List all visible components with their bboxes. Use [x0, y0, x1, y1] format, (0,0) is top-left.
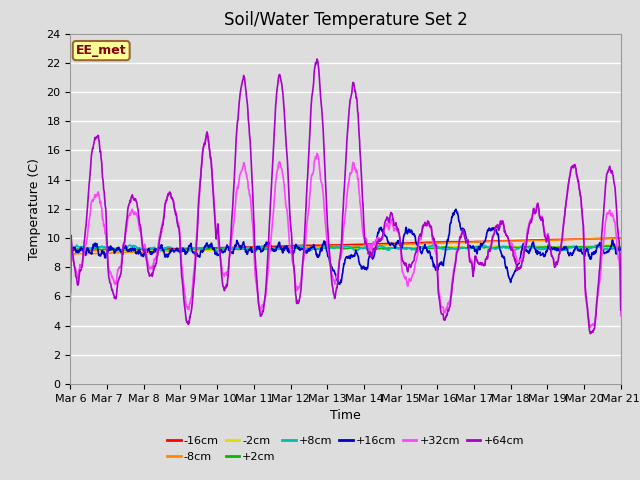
+8cm	[252, 249, 259, 254]
+16cm	[504, 268, 511, 274]
+64cm	[617, 307, 625, 313]
-8cm	[503, 238, 511, 244]
Text: EE_met: EE_met	[76, 44, 127, 57]
Line: -16cm: -16cm	[70, 238, 621, 251]
-2cm	[176, 247, 184, 252]
+32cm	[67, 299, 74, 304]
Title: Soil/Water Temperature Set 2: Soil/Water Temperature Set 2	[224, 11, 467, 29]
+16cm	[189, 250, 196, 255]
+16cm	[552, 246, 560, 252]
-16cm	[250, 244, 258, 250]
+8cm	[432, 244, 440, 250]
+64cm	[587, 331, 595, 336]
Line: +2cm: +2cm	[70, 246, 621, 251]
X-axis label: Time: Time	[330, 409, 361, 422]
+32cm	[203, 129, 211, 135]
+16cm	[67, 247, 74, 253]
+8cm	[617, 246, 625, 252]
+8cm	[213, 249, 221, 255]
Legend: -16cm, -8cm, -2cm, +2cm, +8cm, +16cm, +32cm, +64cm: -16cm, -8cm, -2cm, +2cm, +8cm, +16cm, +3…	[163, 432, 529, 466]
Line: -8cm: -8cm	[70, 238, 621, 254]
-2cm	[431, 245, 439, 251]
+16cm	[431, 265, 439, 271]
+64cm	[504, 233, 511, 239]
-2cm	[504, 243, 511, 249]
-16cm	[431, 239, 439, 245]
Line: +64cm: +64cm	[70, 59, 621, 334]
+64cm	[175, 230, 183, 236]
+2cm	[431, 245, 439, 251]
Line: -2cm: -2cm	[70, 245, 621, 252]
+64cm	[189, 294, 196, 300]
Line: +16cm: +16cm	[70, 209, 621, 284]
+2cm	[603, 243, 611, 249]
+32cm	[251, 265, 259, 271]
+8cm	[552, 247, 560, 253]
+32cm	[552, 261, 559, 267]
-16cm	[67, 248, 74, 254]
+2cm	[617, 244, 625, 250]
-2cm	[606, 242, 614, 248]
-8cm	[189, 248, 196, 253]
+2cm	[171, 248, 179, 253]
+2cm	[251, 246, 259, 252]
+16cm	[175, 249, 183, 254]
+32cm	[586, 324, 594, 330]
+32cm	[189, 282, 196, 288]
+2cm	[67, 247, 74, 252]
+16cm	[336, 281, 344, 287]
+2cm	[189, 246, 197, 252]
-16cm	[175, 246, 183, 252]
-2cm	[251, 247, 259, 253]
+2cm	[504, 244, 511, 250]
-8cm	[552, 237, 559, 243]
+64cm	[552, 261, 559, 267]
-2cm	[552, 244, 559, 250]
+16cm	[452, 206, 460, 212]
+16cm	[617, 247, 625, 253]
-2cm	[67, 248, 74, 254]
+32cm	[504, 233, 511, 239]
+64cm	[250, 235, 258, 240]
+64cm	[431, 242, 439, 248]
-16cm	[617, 235, 625, 240]
+8cm	[189, 246, 197, 252]
+16cm	[250, 249, 258, 255]
-8cm	[250, 246, 258, 252]
+8cm	[504, 244, 511, 250]
-2cm	[81, 249, 89, 254]
-8cm	[431, 240, 439, 246]
-8cm	[67, 251, 74, 257]
+64cm	[313, 56, 321, 62]
+8cm	[176, 246, 184, 252]
+32cm	[617, 313, 625, 319]
-8cm	[175, 249, 183, 254]
-16cm	[552, 237, 559, 242]
Line: +8cm: +8cm	[70, 245, 621, 252]
-16cm	[503, 238, 511, 244]
Line: +32cm: +32cm	[70, 132, 621, 327]
-16cm	[189, 245, 196, 251]
+8cm	[126, 242, 134, 248]
-8cm	[617, 235, 625, 241]
+32cm	[431, 249, 439, 254]
+8cm	[67, 245, 74, 251]
+64cm	[67, 289, 74, 295]
+32cm	[175, 226, 183, 232]
+2cm	[176, 247, 184, 253]
-2cm	[617, 243, 625, 249]
Y-axis label: Temperature (C): Temperature (C)	[28, 158, 41, 260]
-2cm	[189, 248, 197, 253]
+2cm	[552, 245, 559, 251]
